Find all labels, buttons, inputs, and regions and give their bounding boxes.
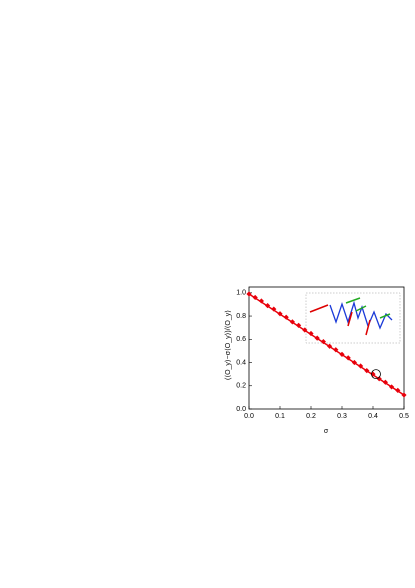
arrow xyxy=(309,304,329,313)
point xyxy=(364,368,370,374)
point xyxy=(265,302,271,309)
y-tick-label: 0.4 xyxy=(236,359,246,366)
arrow xyxy=(355,305,367,312)
point xyxy=(246,291,252,297)
point xyxy=(339,351,345,357)
x-axis-label: σ xyxy=(324,428,329,435)
y-tick-label: 0.2 xyxy=(236,383,246,390)
point xyxy=(271,306,277,312)
point xyxy=(345,355,351,361)
point xyxy=(258,298,264,304)
point xyxy=(333,347,339,353)
point xyxy=(277,311,283,317)
point xyxy=(302,327,308,333)
point xyxy=(289,319,295,325)
inset xyxy=(305,292,401,344)
arrow xyxy=(365,319,371,336)
x-tick-label: 0.1 xyxy=(275,413,285,420)
plot-frame xyxy=(248,286,405,410)
point xyxy=(351,359,357,366)
point xyxy=(382,379,388,385)
y-tick-label: 0.0 xyxy=(236,406,246,413)
point xyxy=(401,392,407,398)
chain xyxy=(329,300,393,330)
point xyxy=(327,343,333,349)
y-axis-label: (⟨O_y⟩−σ⟨O_y⟩)/⟨O_y⟩ xyxy=(224,310,232,380)
point xyxy=(252,294,258,301)
x-tick-label: 0.4 xyxy=(368,413,378,420)
point xyxy=(358,363,364,369)
y-tick-label: 1.0 xyxy=(236,290,246,297)
y-tick-label: 0.8 xyxy=(236,313,246,320)
point xyxy=(320,339,326,345)
highlight-circle xyxy=(371,369,381,380)
point xyxy=(395,387,401,394)
point xyxy=(389,384,395,390)
point xyxy=(376,376,382,382)
arrow xyxy=(347,311,353,327)
arrow xyxy=(379,313,391,319)
point xyxy=(308,330,314,337)
point xyxy=(314,335,320,341)
point xyxy=(296,322,302,328)
x-tick-label: 0.5 xyxy=(399,413,409,420)
x-tick-label: 0.3 xyxy=(337,413,347,420)
point xyxy=(283,314,289,320)
x-tick-label: 0.2 xyxy=(306,413,316,420)
y-tick-label: 0.6 xyxy=(236,336,246,343)
arrow xyxy=(345,297,361,304)
x-tick-label: 0.0 xyxy=(244,413,254,420)
